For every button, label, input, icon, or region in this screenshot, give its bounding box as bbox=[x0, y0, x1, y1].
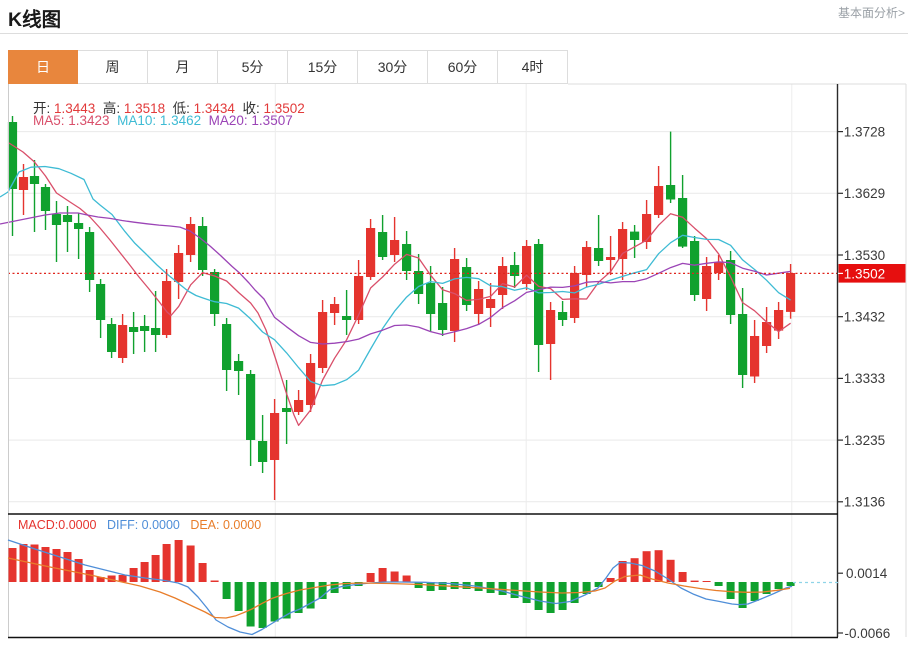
svg-text:1.3530: 1.3530 bbox=[844, 248, 885, 263]
svg-text:1.3502: 1.3502 bbox=[844, 267, 885, 282]
svg-text:-0.0066: -0.0066 bbox=[845, 626, 891, 641]
svg-text:1.3432: 1.3432 bbox=[844, 310, 885, 325]
svg-text:1.3629: 1.3629 bbox=[844, 186, 885, 201]
svg-text:1.3728: 1.3728 bbox=[844, 124, 885, 139]
svg-text:1.3136: 1.3136 bbox=[844, 495, 885, 510]
svg-text:1.3235: 1.3235 bbox=[844, 433, 885, 448]
svg-text:0.0014: 0.0014 bbox=[846, 566, 888, 581]
svg-text:1.3333: 1.3333 bbox=[844, 371, 885, 386]
